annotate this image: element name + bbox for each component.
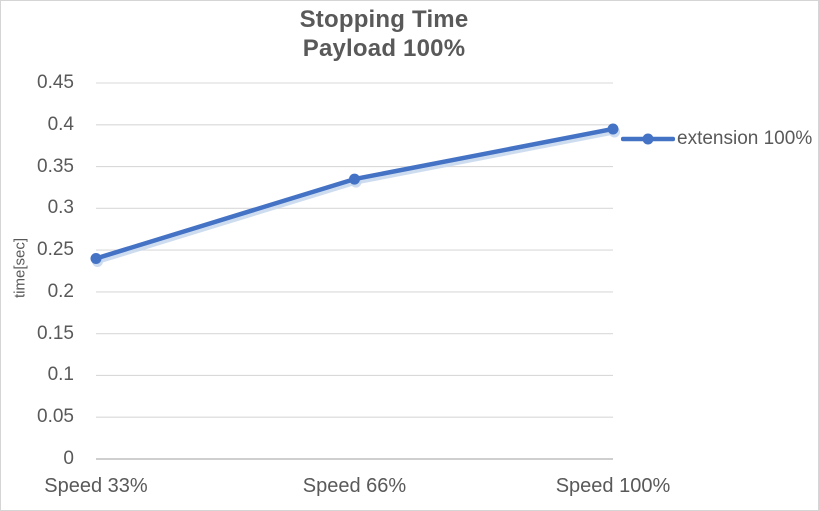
chart-title-line1: Stopping Time bbox=[299, 6, 469, 33]
x-axis-label: Speed 100% bbox=[555, 475, 671, 497]
y-tick-label: 0.2 bbox=[47, 280, 74, 302]
x-axis-label: Speed 66% bbox=[302, 475, 407, 497]
y-tick-label: 0.15 bbox=[37, 322, 74, 344]
series-line-shadow bbox=[95, 129, 617, 264]
data-point-marker bbox=[90, 252, 102, 264]
chart-title: Stopping Time Payload 100% bbox=[1, 5, 767, 63]
y-tick-label: 0.4 bbox=[47, 113, 74, 135]
y-tick-label: 0 bbox=[63, 448, 74, 469]
data-point-marker bbox=[349, 173, 360, 185]
data-point-marker bbox=[607, 123, 619, 135]
y-tick-label: 0.25 bbox=[37, 239, 74, 261]
y-tick-label: 0.45 bbox=[37, 72, 74, 93]
legend-line-marker-icon bbox=[621, 133, 675, 145]
y-tick-label: 0.1 bbox=[47, 364, 74, 386]
legend: extension 100% bbox=[621, 128, 812, 150]
x-axis-label: Speed 33% bbox=[44, 475, 148, 497]
chart-title-line2: Payload 100% bbox=[302, 35, 466, 62]
y-tick-label: 0.3 bbox=[47, 197, 74, 219]
y-tick-label: 0.35 bbox=[37, 155, 74, 177]
y-tick-label: 0.05 bbox=[37, 406, 74, 428]
legend-label: extension 100% bbox=[677, 128, 813, 149]
